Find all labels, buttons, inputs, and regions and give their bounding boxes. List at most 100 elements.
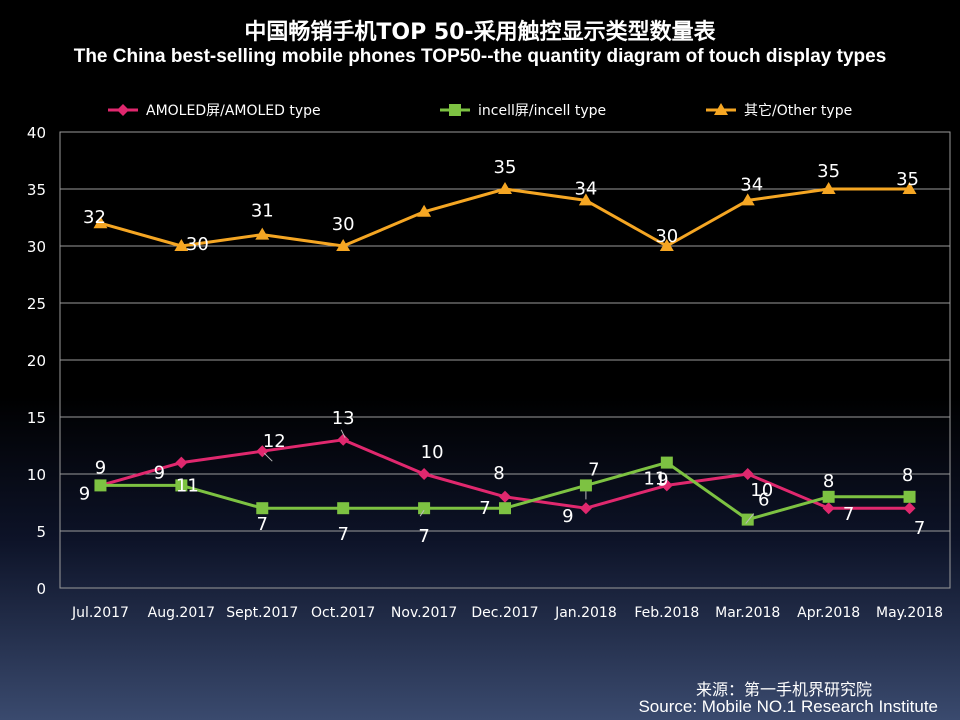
data-label: 7 [479,498,490,519]
data-point [256,502,269,515]
data-label: 30 [655,226,678,247]
data-label: 9 [95,457,106,478]
y-tick-label: 15 [27,409,46,427]
data-point [822,490,835,503]
legend-label: incell屏/incell type [478,103,606,119]
data-point [499,502,511,515]
data-point [174,239,189,251]
data-point [336,239,351,251]
x-tick-label: Nov.2017 [391,605,457,621]
data-point [499,490,511,503]
data-point [255,227,270,240]
x-tick-label: Sept.2017 [226,605,298,621]
legend-label: AMOLED屏/AMOLED type [146,103,321,119]
x-tick-label: Jul.2017 [71,605,129,621]
data-point [660,479,673,492]
x-tick-label: May.2018 [876,605,943,621]
data-point [579,502,592,515]
data-label: 8 [902,465,913,486]
x-tick-label: Apr.2018 [797,605,860,621]
grid-lines [59,131,951,589]
data-label: 35 [896,169,919,190]
data-label: 10 [421,442,444,463]
data-point [903,502,916,515]
y-axis: 0 5 10 15 20 25 30 35 40 [27,124,46,598]
x-tick-label: Aug.2017 [148,605,215,621]
data-label: 30 [332,214,355,235]
label-leader-line [340,429,346,439]
data-point [740,193,755,206]
data-label: 8 [823,471,834,492]
x-tick-label: Mar.2018 [715,605,780,621]
data-label: 9 [154,463,165,484]
data-label: 35 [817,161,840,182]
data-label: 10 [750,480,773,501]
data-label: 9 [657,469,668,490]
series-lines [100,187,910,522]
x-tick-label: Feb.2018 [634,605,699,621]
data-point [93,216,108,229]
data-label: 35 [494,157,517,178]
data-point [659,239,674,251]
legend: AMOLED屏/AMOLED type incell屏/incell type 其它… [108,102,852,119]
data-point [660,456,673,469]
x-tick-label: Jan.2018 [554,605,617,621]
data-point [94,479,107,492]
y-tick-label: 25 [27,295,46,313]
data-point [337,433,350,446]
label-leader-line [419,509,425,517]
y-tick-label: 20 [27,352,46,370]
y-tick-label: 40 [27,124,46,142]
data-point [903,490,916,503]
data-label: 34 [740,174,763,195]
data-label: 7 [418,526,429,547]
data-label: 11 [643,469,666,490]
data-label: 9 [562,506,573,527]
chart-title-zh: 中国畅销手机TOP 50-采用触控显示类型数量表 [244,20,716,45]
legend-marker [714,103,728,115]
data-point [821,182,836,194]
label-leader-line [745,513,755,524]
data-point [579,479,592,492]
data-label: 34 [574,178,597,199]
x-tick-label: Oct.2017 [311,605,375,621]
chart-title-en: The China best-selling mobile phones TOP… [73,46,887,67]
series-markers [93,182,917,526]
data-point [822,502,835,515]
label-leader-line [263,452,273,462]
data-label: 7 [257,514,268,535]
data-point [175,479,188,492]
data-label: 32 [83,207,106,228]
legend-label: 其它/Other type [744,102,852,119]
data-label: 9 [79,483,90,504]
legend-marker [117,104,129,116]
data-point [418,502,431,515]
data-point [902,182,917,194]
source-en: Source: Mobile NO.1 Research Institute [638,697,938,716]
data-label: 8 [493,463,504,484]
data-label: 7 [588,459,599,480]
data-label: 31 [251,201,274,222]
y-tick-label: 35 [27,181,46,199]
data-label: 13 [332,408,355,429]
data-point [417,204,432,217]
data-label: 7 [843,504,854,525]
data-point [741,468,754,480]
data-label: 7 [914,518,925,539]
x-axis: Jul.2017 Aug.2017 Sept.2017 Oct.2017 Nov.201… [71,605,943,621]
data-label: 12 [263,431,286,452]
data-label: 30 [186,234,209,255]
y-tick-label: 10 [27,466,46,484]
data-label: 7 [337,524,348,545]
legend-marker [449,104,461,116]
source-zh: 来源：第一手机界研究院 [695,680,872,699]
x-tick-label: Dec.2017 [471,605,538,621]
data-label: 6 [758,490,769,511]
data-point [337,502,350,515]
data-point [418,468,431,480]
y-tick-label: 30 [27,238,46,256]
y-tick-label: 0 [36,580,46,598]
data-label: 11 [176,475,199,496]
y-tick-label: 5 [36,523,46,541]
